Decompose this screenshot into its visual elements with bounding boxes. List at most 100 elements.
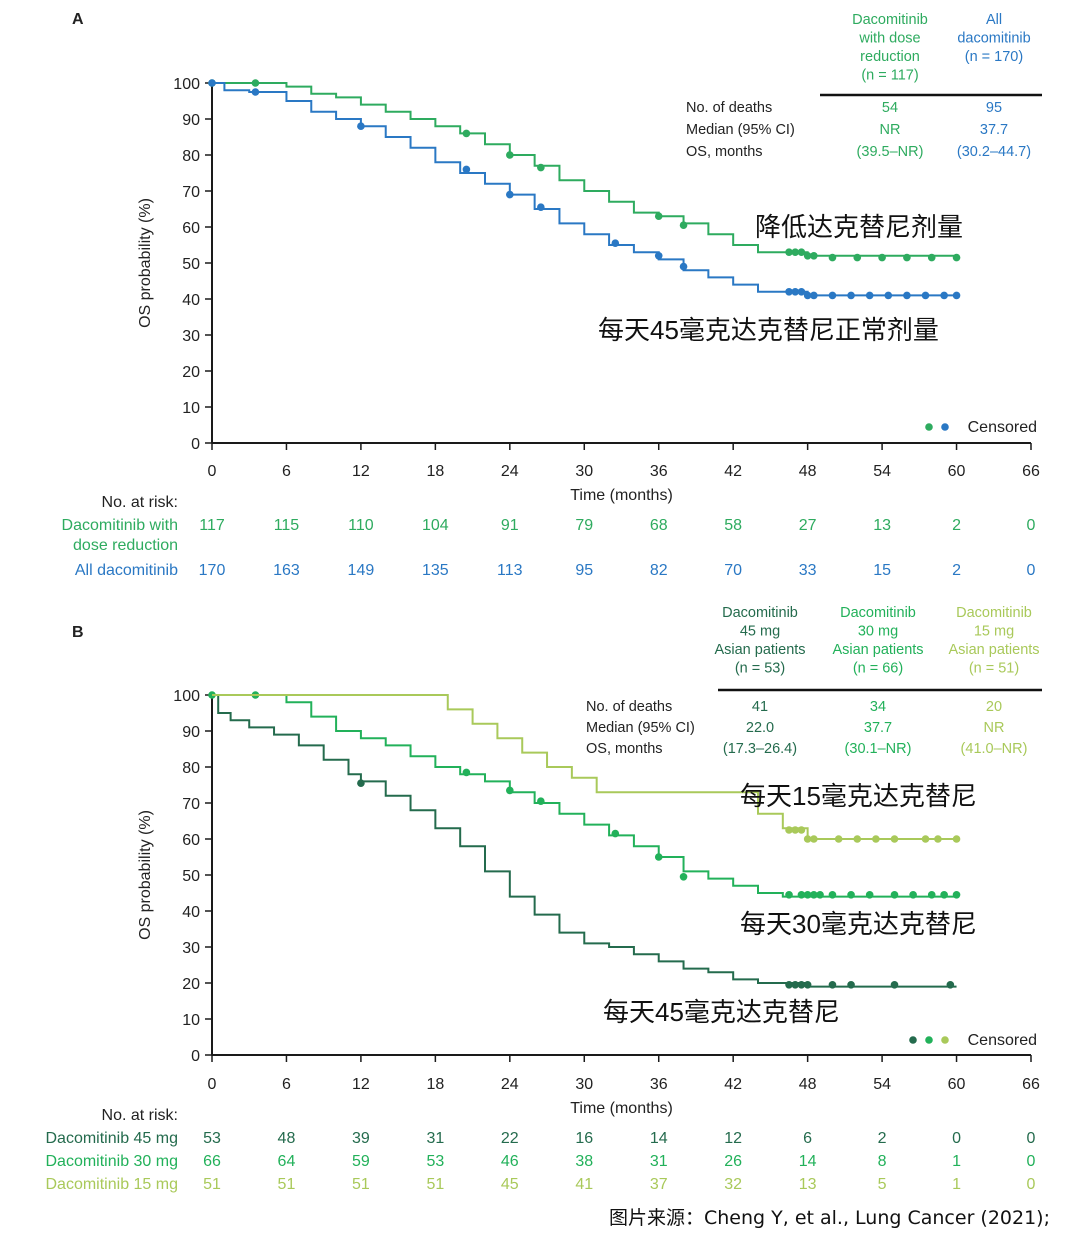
table-header-text: (n = 66): [853, 661, 903, 677]
at-risk-count: 0: [1027, 1153, 1036, 1170]
censor-marker: [785, 288, 793, 296]
at-risk-count: 5: [878, 1176, 887, 1193]
censor-marker: [785, 891, 793, 899]
table-header-text: Asian patients: [948, 642, 1039, 658]
at-risk-count: 2: [952, 562, 961, 579]
censored-legend-dot: [925, 1036, 933, 1044]
censor-marker: [654, 853, 663, 861]
at-risk-count: 37: [650, 1176, 668, 1193]
panel-letter: B: [72, 624, 84, 641]
table-cell: (30.1–NR): [845, 741, 912, 757]
at-risk-count: 16: [575, 1130, 593, 1147]
at-risk-count: 53: [203, 1130, 221, 1147]
figure-source-caption: 图片来源：Cheng Y, et al., Lung Cancer (2021)…: [609, 1207, 1050, 1229]
at-risk-count: 0: [952, 1130, 961, 1147]
y-tick-label: 90: [182, 112, 200, 129]
censored-legend-label: Censored: [968, 1032, 1037, 1049]
censor-marker: [810, 891, 818, 899]
censor-marker: [679, 262, 688, 271]
at-risk-count: 110: [348, 517, 374, 534]
y-tick-label: 0: [191, 1048, 200, 1065]
y-tick-label: 10: [182, 400, 200, 417]
table-cell: (39.5–NR): [857, 144, 924, 160]
table-cell: (30.2–44.7): [957, 144, 1031, 160]
table-header-text: dacomitinib: [957, 31, 1030, 47]
table-cell: (41.0–NR): [961, 741, 1028, 757]
at-risk-count: 1: [952, 1176, 961, 1193]
censor-marker: [921, 291, 930, 300]
at-risk-count: 14: [650, 1130, 668, 1147]
at-risk-count: 70: [724, 562, 742, 579]
at-risk-count: 12: [724, 1130, 742, 1147]
x-tick-label: 24: [501, 1076, 519, 1093]
summary-table: Dacomitinib with dose reduction (n = 117) Al…: [686, 12, 1042, 160]
censor-marker: [208, 79, 216, 87]
at-risk-count: 95: [575, 562, 593, 579]
censor-marker: [878, 253, 886, 262]
censor-marker: [797, 826, 806, 834]
series-line-2: [212, 694, 957, 840]
at-risk-count: 0: [1027, 1176, 1036, 1193]
at-risk-row-label: All dacomitinib: [75, 562, 178, 579]
censor-marker: [803, 981, 812, 989]
censor-marker: [828, 891, 837, 899]
series-line-0: [212, 82, 957, 257]
y-tick-label: 70: [182, 796, 200, 813]
at-risk-count: 79: [575, 517, 593, 534]
censor-marker: [940, 891, 948, 899]
table-header-text: All: [986, 12, 1002, 28]
y-tick-label: 30: [182, 328, 200, 345]
at-risk-count: 39: [352, 1130, 370, 1147]
curve-annotation: 降低达克替尼剂量: [755, 212, 963, 242]
censor-marker: [251, 88, 260, 96]
table-header-text: (n = 53): [735, 661, 785, 677]
x-tick-label: 54: [873, 463, 891, 480]
censor-marker: [853, 253, 862, 262]
x-tick-label: 6: [282, 463, 291, 480]
table-row-label: OS, months: [586, 741, 663, 757]
at-risk-count: 51: [278, 1176, 296, 1193]
censor-marker: [791, 248, 800, 256]
y-tick-label: 50: [182, 256, 200, 273]
at-risk-count: 8: [878, 1153, 887, 1170]
censored-legend-dot: [941, 1036, 949, 1044]
table-row-label: Median (95% CI): [686, 122, 795, 138]
at-risk-count: 15: [873, 562, 891, 579]
censor-marker: [927, 253, 936, 262]
table-header-text: Dacomitinib: [956, 605, 1032, 621]
censor-marker: [816, 891, 824, 899]
table-cell: 22.0: [746, 720, 774, 736]
x-tick-label: 24: [501, 463, 519, 480]
at-risk-count: 26: [724, 1153, 742, 1170]
censor-marker: [679, 221, 688, 229]
censor-marker: [797, 891, 806, 899]
at-risk-count: 53: [426, 1153, 444, 1170]
y-tick-label: 20: [182, 364, 200, 381]
y-tick-label: 80: [182, 760, 200, 777]
at-risk-count: 59: [352, 1153, 370, 1170]
at-risk-row-label: Dacomitinib 30 mg: [46, 1153, 179, 1170]
at-risk-count: 38: [575, 1153, 593, 1170]
censor-marker: [797, 981, 806, 989]
censor-marker: [803, 891, 812, 899]
censor-marker: [909, 891, 917, 899]
at-risk-count: 149: [348, 562, 375, 579]
at-risk-count: 135: [422, 562, 449, 579]
table-cell: NR: [984, 720, 1005, 736]
at-risk-count: 48: [278, 1130, 296, 1147]
at-risk-count: 0: [1027, 1130, 1036, 1147]
censor-marker: [952, 835, 961, 843]
table-row-label: No. of deaths: [586, 699, 672, 715]
x-tick-label: 66: [1022, 463, 1040, 480]
x-axis-label: Time (months): [570, 487, 673, 504]
y-axis-label: OS probability (%): [137, 198, 154, 328]
numbers-at-risk: No. at risk: Dacomitinib with dose reducti…: [62, 494, 1036, 579]
table-cell: 95: [986, 100, 1002, 116]
censor-marker: [797, 248, 806, 256]
censor-marker: [865, 891, 874, 899]
censor-marker: [654, 212, 663, 220]
table-header-text: 30 mg: [858, 624, 898, 640]
at-risk-count: 115: [274, 517, 300, 534]
